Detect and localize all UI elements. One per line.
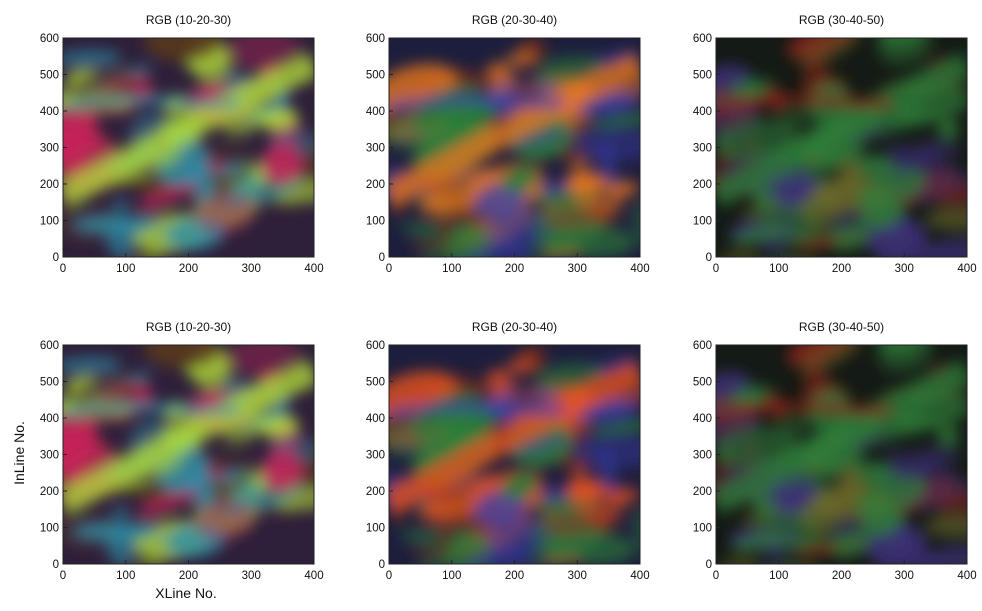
y-tick-label: 500 <box>366 70 385 82</box>
seismic-image <box>63 38 314 257</box>
x-tick-label: 300 <box>242 263 261 275</box>
y-tick-label: 600 <box>40 340 59 352</box>
seismic-image <box>716 38 967 257</box>
x-tick-label: 0 <box>713 263 719 275</box>
y-tick-label: 100 <box>40 523 59 535</box>
y-tick-label: 200 <box>693 179 712 191</box>
y-tick-label: 100 <box>366 523 385 535</box>
y-tick-label: 100 <box>693 216 712 228</box>
x-tick-label: 400 <box>304 570 323 582</box>
y-tick-label: 500 <box>366 377 385 389</box>
x-tick-label: 200 <box>832 570 851 582</box>
y-tick-label: 300 <box>40 450 59 462</box>
panel-title: RGB (20-30-40) <box>472 13 557 27</box>
y-tick-label: 600 <box>693 33 712 45</box>
x-tick-label: 100 <box>442 570 461 582</box>
panel-5: RGB (20-30-40) 0 100 200 300 400 500 600 0 100 200… <box>366 320 650 582</box>
x-tick-label: 0 <box>386 263 392 275</box>
panel-title: RGB (10-20-30) <box>146 13 231 27</box>
x-tick-label: 100 <box>769 263 788 275</box>
y-tick-label: 300 <box>40 143 59 155</box>
x-tick-label: 200 <box>505 263 524 275</box>
y-tick-label: 0 <box>379 559 385 571</box>
y-tick-label: 600 <box>693 340 712 352</box>
panel-2: RGB (20-30-40) 0 100 200 300 400 500 600 0 100 200… <box>366 13 650 275</box>
y-tick-label: 500 <box>40 70 59 82</box>
panel-3: RGB (30-40-50) 0 100 200 300 400 500 600 0 100 200… <box>693 13 977 275</box>
y-tick-label: 600 <box>366 33 385 45</box>
y-tick-label: 500 <box>40 377 59 389</box>
y-tick-label: 400 <box>366 413 385 425</box>
x-tick-label: 100 <box>442 263 461 275</box>
x-tick-label: 300 <box>895 263 914 275</box>
y-tick-label: 600 <box>366 340 385 352</box>
y-tick-label: 200 <box>693 486 712 498</box>
y-tick-label: 400 <box>366 106 385 118</box>
y-tick-label: 300 <box>366 143 385 155</box>
y-tick-label: 400 <box>693 106 712 118</box>
y-tick-label: 0 <box>53 252 59 264</box>
panel-title: RGB (30-40-50) <box>799 320 884 334</box>
y-tick-label: 200 <box>366 486 385 498</box>
y-tick-label: 400 <box>40 413 59 425</box>
y-tick-label: 0 <box>706 559 712 571</box>
x-tick-label: 200 <box>832 263 851 275</box>
y-tick-label: 100 <box>40 216 59 228</box>
y-axis-label: InLine No. <box>11 421 27 485</box>
y-tick-label: 200 <box>366 179 385 191</box>
x-tick-label: 400 <box>630 263 649 275</box>
y-tick-label: 600 <box>40 33 59 45</box>
panel-4: RGB (10-20-30) 0 100 200 300 400 500 600 0 100 200… <box>40 320 324 582</box>
seismic-image <box>716 345 967 564</box>
x-tick-label: 300 <box>568 263 587 275</box>
x-tick-label: 200 <box>179 570 198 582</box>
x-axis-label: XLine No. <box>155 585 216 601</box>
x-tick-label: 400 <box>304 263 323 275</box>
x-tick-label: 0 <box>60 263 66 275</box>
x-tick-label: 200 <box>505 570 524 582</box>
x-tick-label: 0 <box>386 570 392 582</box>
x-tick-label: 100 <box>116 263 135 275</box>
panel-title: RGB (20-30-40) <box>472 320 557 334</box>
x-tick-label: 300 <box>895 570 914 582</box>
panel-1: RGB (10-20-30) 0 100 200 300 400 500 600 0 100 200… <box>40 13 324 275</box>
x-tick-label: 300 <box>568 570 587 582</box>
x-tick-label: 400 <box>630 570 649 582</box>
y-tick-label: 100 <box>366 216 385 228</box>
y-tick-label: 0 <box>706 252 712 264</box>
x-tick-label: 200 <box>179 263 198 275</box>
panel-title: RGB (10-20-30) <box>146 320 231 334</box>
y-tick-label: 500 <box>693 70 712 82</box>
y-tick-label: 400 <box>693 413 712 425</box>
x-tick-label: 100 <box>769 570 788 582</box>
y-tick-label: 300 <box>693 450 712 462</box>
x-tick-label: 300 <box>242 570 261 582</box>
y-tick-label: 0 <box>379 252 385 264</box>
y-tick-label: 300 <box>366 450 385 462</box>
x-tick-label: 100 <box>116 570 135 582</box>
panel-title: RGB (30-40-50) <box>799 13 884 27</box>
y-tick-label: 0 <box>53 559 59 571</box>
y-tick-label: 500 <box>693 377 712 389</box>
seismic-image <box>389 38 640 257</box>
seismic-image <box>63 345 314 564</box>
y-tick-label: 200 <box>40 486 59 498</box>
y-tick-label: 100 <box>693 523 712 535</box>
y-tick-label: 200 <box>40 179 59 191</box>
seismic-image <box>389 345 640 564</box>
x-tick-label: 400 <box>957 263 976 275</box>
panel-6: RGB (30-40-50) 0 100 200 300 400 500 600 0 100 200… <box>693 320 977 582</box>
y-tick-label: 400 <box>40 106 59 118</box>
x-tick-label: 400 <box>957 570 976 582</box>
y-tick-label: 300 <box>693 143 712 155</box>
x-tick-label: 0 <box>713 570 719 582</box>
x-tick-label: 0 <box>60 570 66 582</box>
